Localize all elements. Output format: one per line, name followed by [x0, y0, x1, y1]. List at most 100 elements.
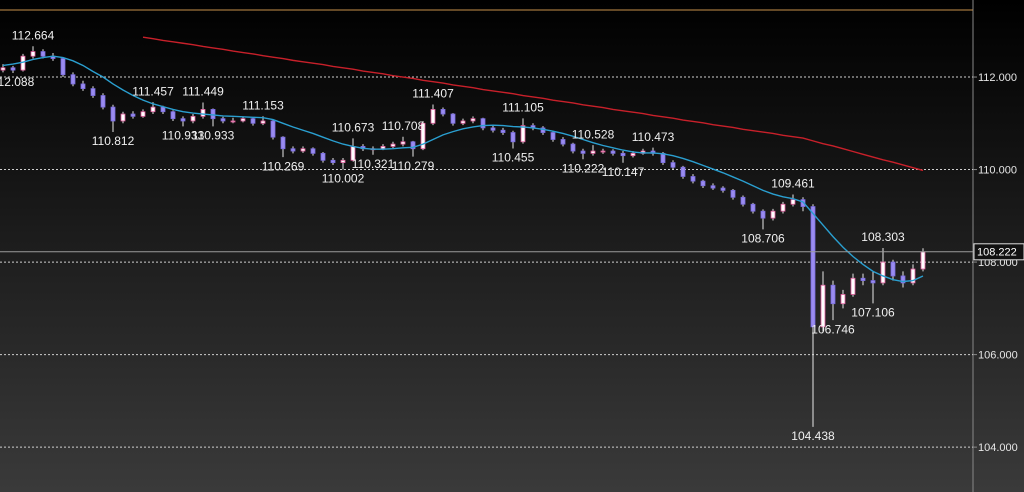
high-label: 110.708: [382, 119, 425, 133]
candle-body: [670, 162, 676, 168]
candle-body: [260, 120, 266, 124]
candle-body: [390, 143, 396, 147]
candle-body: [320, 152, 326, 161]
candle-body: [180, 118, 186, 122]
candle-body: [90, 88, 96, 96]
candle-body: [460, 120, 466, 124]
low-label: 110.147: [602, 165, 645, 179]
candle-body: [820, 284, 826, 328]
candle-body: [910, 268, 916, 284]
high-label: 112.664: [12, 28, 55, 42]
candle-body: [310, 148, 316, 154]
candle-body: [70, 74, 76, 85]
candle-body: [160, 106, 166, 113]
candle-body: [830, 284, 836, 305]
candle-body: [510, 132, 516, 143]
candle-body: [760, 210, 766, 219]
candle-body: [750, 203, 756, 212]
candle-body: [170, 111, 176, 120]
candle-body: [720, 187, 726, 191]
candle-body: [440, 109, 446, 115]
candle-body: [840, 294, 846, 305]
candle-body: [560, 139, 566, 145]
low-label: 107.106: [851, 306, 895, 320]
low-label: 110.812: [92, 134, 135, 148]
high-label: 111.153: [242, 98, 284, 112]
candle-body: [190, 115, 196, 122]
candle-body: [200, 109, 206, 117]
candle-body: [430, 109, 436, 124]
low-label: 110.269: [262, 159, 305, 173]
candle-body: [250, 118, 256, 124]
candle-body: [780, 203, 786, 212]
candle-body: [450, 113, 456, 124]
low-label: 110.279: [392, 159, 435, 173]
candle-body: [710, 185, 716, 189]
candle-body: [210, 109, 216, 120]
high-label: 111.407: [412, 87, 454, 101]
candle-body: [580, 150, 586, 154]
candle-body: [10, 67, 16, 71]
low-label: 110.933: [192, 129, 235, 143]
candle-body: [60, 58, 66, 76]
candle-body: [500, 129, 506, 133]
candle-body: [120, 113, 126, 122]
candle-body: [700, 180, 706, 187]
candle-body: [340, 159, 346, 164]
candle-body: [790, 199, 796, 205]
candle-body: [290, 148, 296, 152]
low-label: 110.002: [322, 172, 365, 186]
candle-body: [800, 199, 806, 207]
high-label: 110.528: [572, 127, 615, 141]
low-label: 112.088: [0, 75, 35, 89]
candle-body: [40, 51, 46, 57]
candle-body: [230, 120, 236, 123]
candle-body: [690, 176, 696, 182]
candle-body: [590, 150, 596, 154]
low-label: 110.455: [492, 151, 535, 165]
high-label: 110.473: [632, 130, 675, 144]
current-price-box: [973, 243, 1024, 261]
candle-body: [410, 141, 416, 150]
candle-body: [80, 83, 86, 89]
candle-body: [110, 106, 116, 122]
high-label: 109.461: [771, 177, 815, 191]
high-label: 111.105: [502, 101, 544, 115]
candle-body: [880, 261, 886, 284]
candle-body: [300, 148, 306, 152]
price-axis: 104.000106.000108.000110.000112.000108.2…: [973, 72, 1024, 454]
candle-body: [100, 95, 106, 108]
current-price-label: 108.222: [977, 247, 1017, 259]
candle-body: [220, 118, 226, 122]
high-label: 108.303: [861, 230, 905, 244]
candle-body: [140, 111, 146, 117]
candle-body: [740, 196, 746, 205]
candle-body: [810, 206, 816, 328]
high-label: 110.673: [332, 121, 375, 135]
candle-body: [420, 122, 426, 150]
moving-average-line: [142, 36, 924, 172]
candle-body: [730, 189, 736, 198]
low-label: 106.746: [811, 322, 855, 336]
candle-body: [770, 210, 776, 219]
candle-body: [620, 152, 626, 157]
candle-body: [490, 127, 496, 131]
candle-body: [550, 132, 556, 140]
candle-body: [400, 141, 406, 145]
moving-average-line: [2, 55, 924, 283]
high-label: 111.449: [182, 85, 224, 99]
low-label: 108.706: [741, 232, 785, 246]
candle-body: [870, 280, 876, 284]
candle-body: [860, 277, 866, 281]
candle-body: [680, 166, 686, 177]
candle-body: [330, 159, 336, 164]
candle-body: [470, 118, 476, 122]
candle-body: [240, 118, 246, 122]
candle-body: [150, 106, 156, 113]
y-tick-label: 112.000: [978, 72, 1017, 84]
candle-body: [610, 150, 616, 154]
candle-body: [600, 150, 606, 153]
low-label: 110.222: [562, 161, 605, 175]
